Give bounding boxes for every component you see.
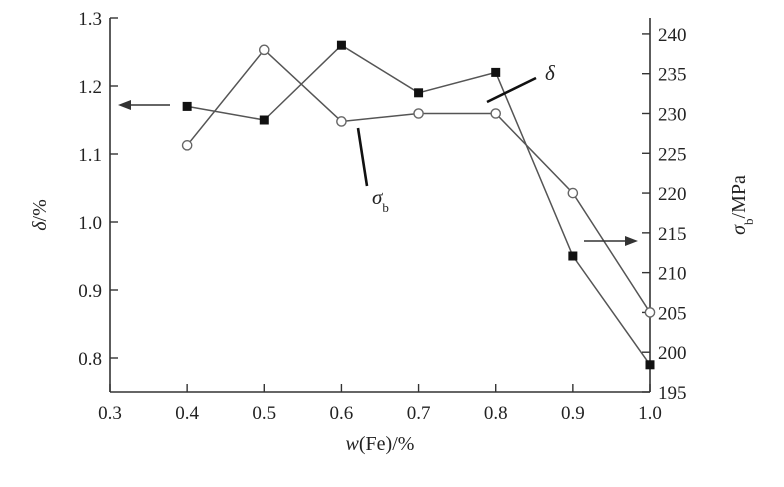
delta-point-marker xyxy=(414,88,424,98)
right-axis-arrow-head xyxy=(625,236,638,246)
left-y-tick-label: 1.0 xyxy=(78,213,102,234)
right-y-tick-label: 200 xyxy=(658,343,687,364)
sigma-annotation-label: σb xyxy=(372,185,389,215)
left-y-tick-label: 1.2 xyxy=(78,77,102,98)
right-y-tick-label: 210 xyxy=(658,264,687,285)
series-layer xyxy=(181,40,656,370)
delta-point-marker xyxy=(182,101,192,111)
axes xyxy=(109,18,651,393)
delta-point-marker xyxy=(568,251,578,261)
right-y-tick-label: 225 xyxy=(658,144,687,165)
left-axis-arrow-head xyxy=(118,100,131,110)
x-axis-title-italic: w xyxy=(346,433,360,455)
right-y-tick-label: 215 xyxy=(658,224,687,245)
x-tick-label: 0.4 xyxy=(175,403,199,424)
left-y-tick-label: 1.3 xyxy=(78,9,102,30)
x-ticks: 0.3 0.4 0.5 0.6 0.7 0.8 0.9 1.0 xyxy=(98,384,662,424)
left-y-axis-title: δ/% xyxy=(29,199,51,231)
sigma-point-marker xyxy=(644,307,656,318)
delta-annotation-line xyxy=(486,76,537,104)
left-y-tick-label: 1.1 xyxy=(78,145,102,166)
right-y-tick-label: 230 xyxy=(658,104,687,125)
right-y-axis-title: σb/MPa xyxy=(728,175,756,235)
left-y-ticks: 0.8 0.9 1.0 1.1 1.2 1.3 xyxy=(78,9,118,370)
sigma-point-marker xyxy=(490,108,502,119)
left-y-tick-label: 0.9 xyxy=(78,281,102,302)
x-axis-title: w(Fe)/% xyxy=(346,433,415,455)
axis-arrows xyxy=(118,100,638,246)
x-axis-title-rest: (Fe)/% xyxy=(359,433,415,455)
sigma-annotation-line xyxy=(356,127,369,187)
left-y-tick-label: 0.8 xyxy=(78,349,102,370)
x-tick-label: 1.0 xyxy=(638,403,662,424)
right-y-tick-label: 220 xyxy=(658,184,687,205)
right-y-tick-label: 235 xyxy=(658,65,687,86)
sigma-point-marker xyxy=(258,44,270,56)
delta-point-marker xyxy=(491,67,501,77)
right-y-ticks: 195 200 205 210 215 220 225 230 235 240 xyxy=(642,25,687,404)
right-y-tick-label: 240 xyxy=(658,25,687,46)
x-tick-label: 0.9 xyxy=(561,403,585,424)
delta-point-marker xyxy=(336,40,346,50)
x-tick-label: 0.7 xyxy=(407,403,431,424)
sigma-point-marker xyxy=(336,116,347,127)
right-y-axis-title-sub: b xyxy=(741,218,756,225)
left-y-axis-title-rest: /% xyxy=(29,199,51,221)
delta-point-marker xyxy=(259,115,269,125)
sigma-point-marker xyxy=(413,108,424,119)
right-y-axis-title-italic: σ xyxy=(728,224,750,235)
sigma-annotation-symbol: σ xyxy=(372,185,384,209)
sigma-point-marker xyxy=(181,140,193,151)
sigma-annotation-sub: b xyxy=(382,200,389,215)
annotations: δ σb xyxy=(356,61,556,215)
right-y-axis-title-rest: /MPa xyxy=(728,175,750,218)
x-tick-label: 0.3 xyxy=(98,403,122,424)
x-tick-label: 0.5 xyxy=(252,403,276,424)
left-y-axis-title-italic: δ xyxy=(29,221,51,231)
x-tick-label: 0.8 xyxy=(484,403,508,424)
x-tick-label: 0.6 xyxy=(330,403,354,424)
sigma-point-marker xyxy=(567,187,579,199)
right-y-tick-label: 205 xyxy=(658,303,687,324)
right-y-tick-label: 195 xyxy=(658,383,687,404)
delta-annotation-label: δ xyxy=(545,61,556,85)
delta-point-marker xyxy=(645,360,655,370)
